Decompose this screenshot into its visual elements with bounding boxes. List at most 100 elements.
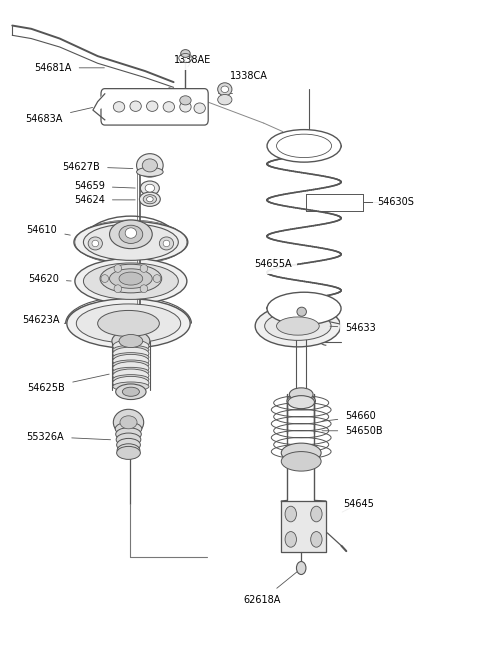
Text: 54650B: 54650B [322,426,383,436]
Ellipse shape [218,83,232,96]
Ellipse shape [153,275,161,283]
Ellipse shape [142,159,157,172]
Text: 54610: 54610 [26,225,70,235]
Ellipse shape [84,263,179,299]
Ellipse shape [114,264,121,272]
Ellipse shape [159,237,174,250]
Ellipse shape [267,292,341,325]
Ellipse shape [285,506,297,522]
Ellipse shape [113,347,149,360]
Ellipse shape [180,50,190,58]
Ellipse shape [163,102,175,112]
Ellipse shape [113,377,149,390]
Ellipse shape [122,387,139,396]
Ellipse shape [75,258,187,304]
Ellipse shape [119,225,143,243]
Ellipse shape [285,531,297,547]
Text: 54627B: 54627B [62,161,133,172]
Ellipse shape [113,360,149,369]
Text: 54645: 54645 [342,499,374,512]
Ellipse shape [113,354,149,367]
Ellipse shape [113,409,144,436]
Ellipse shape [101,275,108,283]
Ellipse shape [287,394,315,407]
Ellipse shape [67,298,190,348]
Ellipse shape [255,305,341,347]
Ellipse shape [116,428,141,441]
Ellipse shape [119,335,143,348]
Ellipse shape [113,102,125,112]
Ellipse shape [180,102,191,112]
Ellipse shape [113,369,149,382]
Text: 54659: 54659 [74,181,135,191]
Ellipse shape [113,382,149,391]
Ellipse shape [84,224,179,260]
Ellipse shape [218,94,232,105]
Ellipse shape [139,192,160,207]
Ellipse shape [143,195,156,204]
Ellipse shape [112,331,150,352]
Text: 54660: 54660 [322,411,376,421]
Ellipse shape [137,154,163,177]
Ellipse shape [116,384,146,400]
Ellipse shape [114,285,121,293]
Ellipse shape [120,416,137,429]
Text: 54630S: 54630S [366,197,414,207]
Ellipse shape [88,237,102,250]
Ellipse shape [146,101,158,112]
Text: 54625B: 54625B [27,374,109,393]
Ellipse shape [267,130,341,162]
Text: 62618A: 62618A [244,572,297,605]
Ellipse shape [221,86,228,92]
Ellipse shape [145,184,155,192]
Ellipse shape [311,531,322,547]
Text: 54683A: 54683A [25,108,93,123]
Ellipse shape [281,451,321,471]
Text: 54681A: 54681A [34,63,104,73]
Ellipse shape [109,220,152,249]
Text: 55326A: 55326A [26,432,110,441]
Ellipse shape [288,396,314,409]
Ellipse shape [76,304,180,343]
Ellipse shape [125,228,137,238]
Ellipse shape [116,433,141,446]
Text: 54624: 54624 [74,195,135,205]
Ellipse shape [117,438,140,451]
Ellipse shape [119,272,143,285]
Ellipse shape [109,269,152,289]
Polygon shape [281,501,326,552]
Text: 1338CA: 1338CA [222,71,267,91]
Ellipse shape [194,103,205,113]
Text: 54633: 54633 [330,323,376,333]
Ellipse shape [297,307,306,316]
Ellipse shape [140,285,148,293]
Ellipse shape [137,167,163,176]
Ellipse shape [311,506,322,522]
Ellipse shape [140,264,148,272]
Polygon shape [93,94,105,110]
Ellipse shape [163,240,170,247]
Ellipse shape [113,375,149,384]
Ellipse shape [97,310,159,337]
Ellipse shape [115,422,142,436]
Ellipse shape [113,345,149,354]
Ellipse shape [281,443,321,462]
Text: 54623A: 54623A [22,315,66,325]
Ellipse shape [117,443,140,457]
Ellipse shape [130,101,141,112]
Ellipse shape [117,446,140,459]
Ellipse shape [74,221,188,263]
Ellipse shape [113,361,149,375]
Text: 1338AE: 1338AE [174,55,211,67]
Ellipse shape [146,197,153,202]
Ellipse shape [289,388,313,401]
Ellipse shape [113,353,149,361]
Ellipse shape [140,181,159,195]
Ellipse shape [180,96,191,105]
Ellipse shape [113,340,149,353]
Ellipse shape [276,317,319,335]
Ellipse shape [297,562,306,575]
Ellipse shape [92,240,98,247]
FancyBboxPatch shape [101,89,208,125]
Text: 54655A: 54655A [254,258,292,269]
